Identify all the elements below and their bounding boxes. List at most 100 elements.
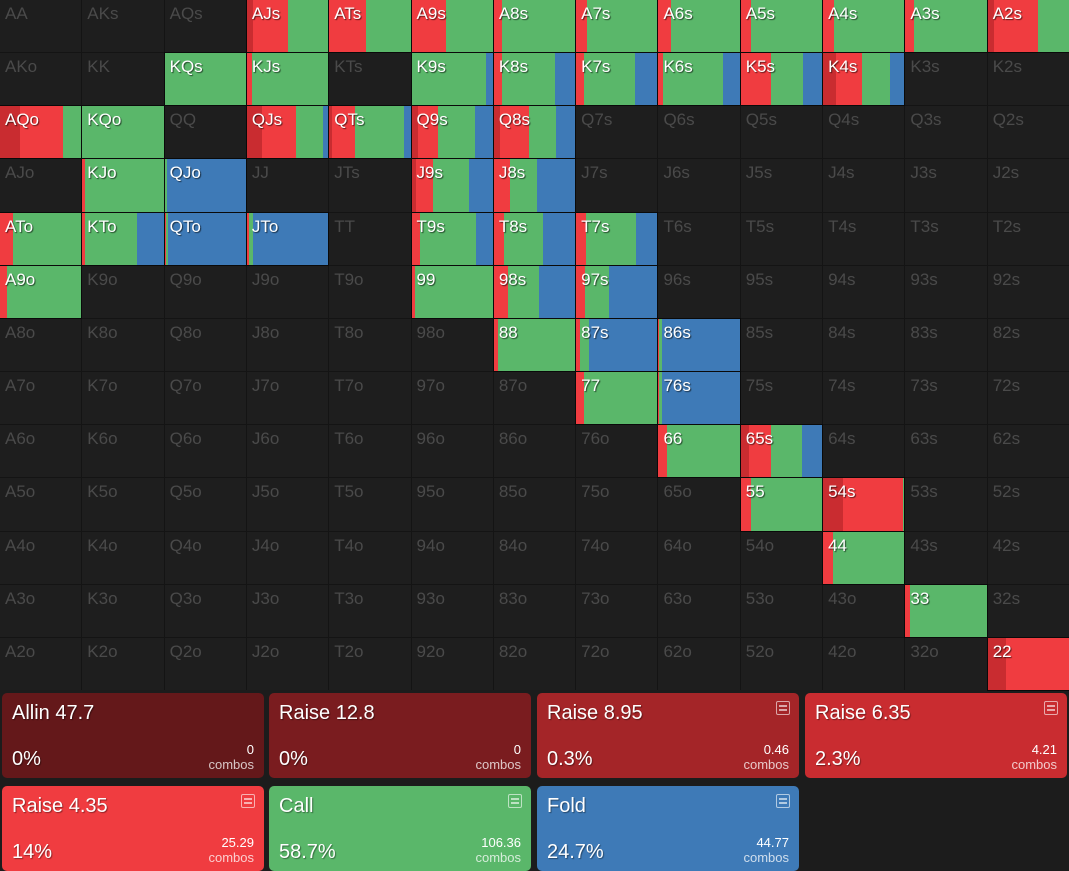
hand-cell[interactable]: 73s <box>905 372 987 425</box>
hand-cell[interactable]: J9o <box>246 265 329 318</box>
hand-cell[interactable]: 62s <box>987 425 1069 478</box>
hand-cell[interactable]: TT <box>329 212 411 265</box>
hand-cell[interactable]: 53s <box>905 478 987 531</box>
hand-cell[interactable]: 87o <box>493 372 576 425</box>
hand-cell[interactable]: K4o <box>82 531 164 584</box>
hand-cell[interactable]: 72s <box>987 372 1069 425</box>
hand-cell[interactable]: KTs <box>329 53 411 106</box>
hand-cell[interactable]: A3s <box>904 0 988 54</box>
hand-cell[interactable]: 98o <box>411 318 493 372</box>
hand-cell[interactable]: 83o <box>493 584 576 637</box>
hand-cell[interactable]: 99 <box>410 264 494 319</box>
hand-cell[interactable]: 73o <box>576 584 658 637</box>
action-card[interactable]: Fold 24.7% 44.77 combos <box>537 786 799 871</box>
hand-cell[interactable]: J6s <box>658 159 740 212</box>
hand-cell[interactable]: J8s <box>492 158 577 213</box>
hand-cell[interactable]: 32o <box>905 637 987 690</box>
hand-cell[interactable]: Q5o <box>164 478 246 531</box>
hand-cell[interactable]: QQ <box>164 106 246 159</box>
hand-cell[interactable]: 93s <box>905 265 987 318</box>
action-card[interactable]: Raise 12.8 0% 0 combos <box>269 693 531 778</box>
hand-cell[interactable]: A7s <box>575 0 659 54</box>
hand-cell[interactable]: KQo <box>81 105 165 160</box>
hand-cell[interactable]: 22 <box>986 636 1069 692</box>
hand-cell[interactable]: J4s <box>823 159 905 212</box>
hand-cell[interactable]: T3s <box>905 212 987 265</box>
hand-cell[interactable]: AQo <box>0 105 83 160</box>
hand-cell[interactable]: K4s <box>822 52 906 107</box>
hand-cell[interactable]: 86o <box>493 425 576 478</box>
action-card[interactable]: Allin 47.7 0% 0 combos <box>2 693 264 778</box>
hand-cell[interactable]: 66 <box>657 424 741 479</box>
hand-cell[interactable]: 43o <box>823 584 905 637</box>
hand-cell[interactable]: KK <box>82 53 164 106</box>
hand-cell[interactable]: 85o <box>493 478 576 531</box>
hand-cell[interactable]: T5o <box>329 478 411 531</box>
hand-cell[interactable]: A2o <box>0 637 82 690</box>
hand-cell[interactable]: A4s <box>822 0 906 54</box>
action-card[interactable]: Call 58.7% 106.36 combos <box>269 786 531 871</box>
hand-cell[interactable]: J5s <box>740 159 823 212</box>
hand-cell[interactable]: 83s <box>905 318 987 372</box>
hand-cell[interactable]: JJ <box>246 159 329 212</box>
hand-cell[interactable]: K7o <box>82 372 164 425</box>
hand-cell[interactable]: J2o <box>246 637 329 690</box>
hand-cell[interactable]: KJs <box>245 52 330 107</box>
hand-cell[interactable]: 64o <box>658 531 740 584</box>
hand-cell[interactable]: Q4o <box>164 531 246 584</box>
hand-cell[interactable]: 42s <box>987 531 1069 584</box>
hand-cell[interactable]: K8o <box>82 318 164 372</box>
hand-cell[interactable]: A8o <box>0 318 82 372</box>
hand-cell[interactable]: JTs <box>329 159 411 212</box>
hand-cell[interactable]: QTs <box>328 105 412 160</box>
hand-cell[interactable]: J7s <box>576 159 658 212</box>
hand-cell[interactable]: K2s <box>987 53 1069 106</box>
hand-cell[interactable]: 53o <box>740 584 823 637</box>
hand-cell[interactable]: 54o <box>740 531 823 584</box>
hand-cell[interactable]: 88 <box>492 317 577 373</box>
hand-cell[interactable]: 63s <box>905 425 987 478</box>
hand-cell[interactable]: K5s <box>739 52 824 107</box>
action-card[interactable]: Raise 4.35 14% 25.29 combos <box>2 786 264 871</box>
hand-cell[interactable]: 82s <box>987 318 1069 372</box>
hand-cell[interactable]: T2o <box>329 637 411 690</box>
hand-cell[interactable]: AQs <box>164 0 246 53</box>
hand-cell[interactable]: A9s <box>410 0 494 54</box>
hand-cell[interactable]: 74o <box>576 531 658 584</box>
hand-cell[interactable]: T3o <box>329 584 411 637</box>
hand-cell[interactable]: 95o <box>411 478 493 531</box>
hand-cell[interactable]: A9o <box>0 264 83 319</box>
hand-cell[interactable]: A2s <box>986 0 1069 54</box>
hand-cell[interactable]: A8s <box>492 0 577 54</box>
hand-cell[interactable]: 95s <box>740 265 823 318</box>
hand-cell[interactable]: JTo <box>245 211 330 266</box>
hand-cell[interactable]: K3o <box>82 584 164 637</box>
hand-cell[interactable]: Q6s <box>658 106 740 159</box>
stats-icon[interactable] <box>776 794 790 808</box>
hand-cell[interactable]: J2s <box>987 159 1069 212</box>
hand-cell[interactable]: 44 <box>822 530 906 585</box>
hand-cell[interactable]: Q6o <box>164 425 246 478</box>
hand-cell[interactable]: K6s <box>657 52 741 107</box>
hand-cell[interactable]: 97s <box>575 264 659 319</box>
hand-cell[interactable]: T6o <box>329 425 411 478</box>
hand-cell[interactable]: 92o <box>411 637 493 690</box>
hand-cell[interactable]: K2o <box>82 637 164 690</box>
hand-cell[interactable]: 43s <box>905 531 987 584</box>
hand-cell[interactable]: Q8o <box>164 318 246 372</box>
hand-cell[interactable]: Q4s <box>823 106 905 159</box>
hand-cell[interactable]: 87s <box>575 317 659 373</box>
hand-cell[interactable]: AJs <box>245 0 330 54</box>
hand-cell[interactable]: A5s <box>739 0 824 54</box>
hand-cell[interactable]: T6s <box>658 212 740 265</box>
hand-cell[interactable]: J4o <box>246 531 329 584</box>
hand-cell[interactable]: 92s <box>987 265 1069 318</box>
hand-cell[interactable]: 32s <box>987 584 1069 637</box>
hand-cell[interactable]: 54s <box>822 477 906 532</box>
hand-cell[interactable]: 52o <box>740 637 823 690</box>
hand-cell[interactable]: QJo <box>163 158 247 213</box>
hand-cell[interactable]: A6o <box>0 425 82 478</box>
hand-cell[interactable]: 86s <box>657 317 741 373</box>
hand-cell[interactable]: K3s <box>905 53 987 106</box>
hand-cell[interactable]: 94o <box>411 531 493 584</box>
